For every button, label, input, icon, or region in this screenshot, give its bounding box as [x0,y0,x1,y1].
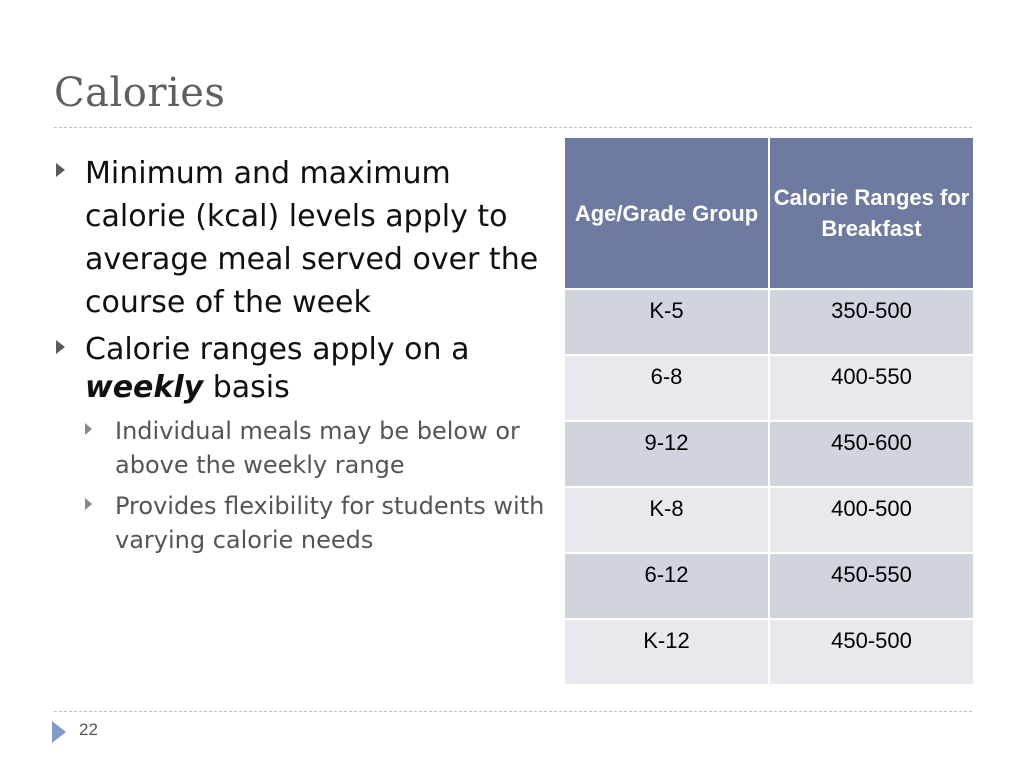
sub-bullet-item: Provides flexibility for students with v… [84,489,546,557]
table-row: K-8 400-500 [563,486,975,554]
table-cell: 6-8 [563,354,770,422]
table-header-row: Age/Grade Group Calorie Ranges for Break… [563,136,975,290]
table-header-cell: Calorie Ranges for Breakfast [768,136,975,290]
bullet-emphasis: weekly [85,370,204,405]
table-cell: 400-500 [768,486,975,554]
table-cell: K-12 [563,618,770,686]
table-cell: 6-12 [563,552,770,620]
table-cell: K-8 [563,486,770,554]
table-cell: 350-500 [768,288,975,356]
sub-bullet-item: Individual meals may be below or above t… [84,414,546,482]
bullet-triangle-icon [56,163,65,177]
bullet-item: Minimum and maximum calorie (kcal) level… [54,152,546,324]
table-cell: 450-550 [768,552,975,620]
sub-bullet-text: Individual meals may be below or above t… [115,417,520,479]
bullet-triangle-icon [56,340,65,354]
sub-bullet-triangle-icon [85,498,92,510]
footer-triangle-icon [52,721,66,743]
bullet-text: basis [203,370,290,405]
footer-divider [54,711,972,712]
table-row: 9-12 450-600 [563,420,975,488]
sub-bullet-text: Provides flexibility for students with v… [115,492,545,554]
bullet-list: Minimum and maximum calorie (kcal) level… [54,152,546,564]
calorie-ranges-table: Age/Grade Group Calorie Ranges for Break… [563,136,975,686]
sub-bullet-triangle-icon [85,423,92,435]
title-divider [54,127,972,128]
table-header-cell: Age/Grade Group [563,136,770,290]
table-row: 6-8 400-550 [563,354,975,422]
table-cell: 450-600 [768,420,975,488]
table-row: K-5 350-500 [563,288,975,356]
slide-title: Calories [54,70,226,116]
table-cell: 450-500 [768,618,975,686]
bullet-text: Minimum and maximum calorie (kcal) level… [85,156,539,320]
bullet-text: Calorie ranges apply on a [85,332,470,367]
table-row: K-12 450-500 [563,618,975,686]
page-number: 22 [79,720,98,739]
table-cell: K-5 [563,288,770,356]
table-row: 6-12 450-550 [563,552,975,620]
table-cell: 400-550 [768,354,975,422]
bullet-item: Calorie ranges apply on a weekly basis [54,331,546,407]
table-cell: 9-12 [563,420,770,488]
